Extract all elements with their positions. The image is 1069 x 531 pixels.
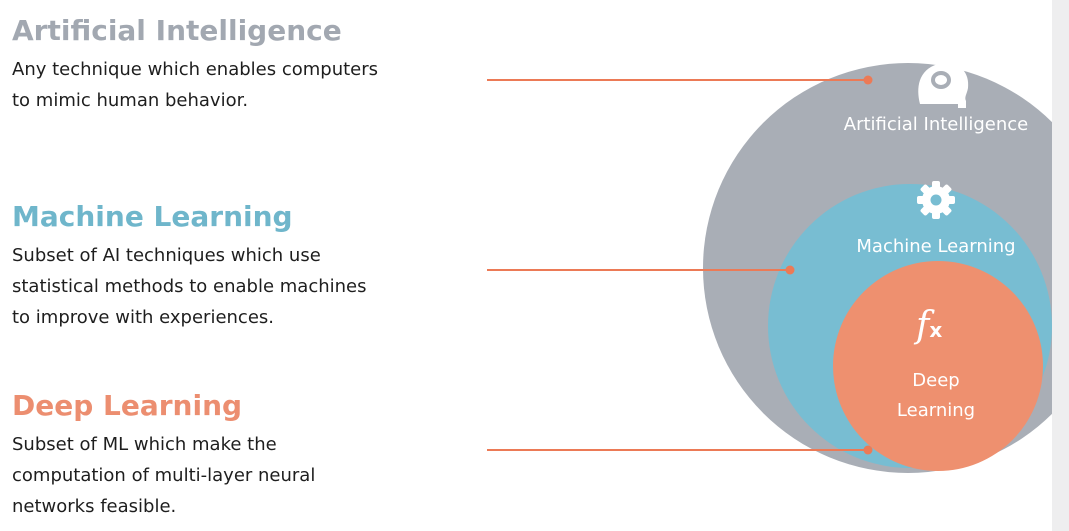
circle-label-dl-line2: Learning xyxy=(896,400,976,421)
section-description-ml: Subset of AI techniques which use statis… xyxy=(12,240,366,333)
description-line: to mimic human behavior. xyxy=(12,90,249,111)
section-machine-learning: Machine Learning Subset of AI techniques… xyxy=(12,200,366,333)
connector-dot-ml xyxy=(785,265,795,275)
description-line: Subset of ML which make the xyxy=(12,434,277,455)
section-artificial-intelligence: Artificial Intelligence Any technique wh… xyxy=(12,14,378,116)
circle-label-ai: Artificial Intelligence xyxy=(843,114,1029,135)
dl-circle xyxy=(833,261,1043,471)
section-deep-learning: Deep Learning Subset of ML which make th… xyxy=(12,389,315,522)
gear-icon xyxy=(917,181,955,219)
section-description-ai: Any technique which enables computers to… xyxy=(12,54,378,116)
description-line: to improve with experiences. xyxy=(12,307,274,328)
section-title-ml: Machine Learning xyxy=(12,200,293,233)
section-title-dl: Deep Learning xyxy=(12,389,243,422)
section-title-ai: Artificial Intelligence xyxy=(12,14,342,47)
connector-dot-dl xyxy=(863,445,873,455)
circle-label-dl-line1: Deep xyxy=(912,370,960,391)
circle-label-dl: Deep Learning xyxy=(860,366,1012,426)
function-subscript: x xyxy=(929,318,943,342)
section-description-dl: Subset of ML which make the computation … xyxy=(12,429,315,522)
description-line: computation of multi-layer neural xyxy=(12,465,316,486)
page-right-edge xyxy=(1052,0,1069,531)
description-line: statistical methods to enable machines xyxy=(12,276,367,297)
connector-dot-ai xyxy=(863,75,873,85)
head-brain-icon xyxy=(918,62,969,108)
description-line: Any technique which enables computers xyxy=(12,59,379,80)
description-line: Subset of AI techniques which use xyxy=(12,245,321,266)
circle-label-ml: Machine Learning xyxy=(856,236,1016,257)
function-icon: 𝑓x xyxy=(916,306,942,350)
description-line: networks feasible. xyxy=(12,496,177,517)
function-symbol: 𝑓 xyxy=(916,305,930,346)
